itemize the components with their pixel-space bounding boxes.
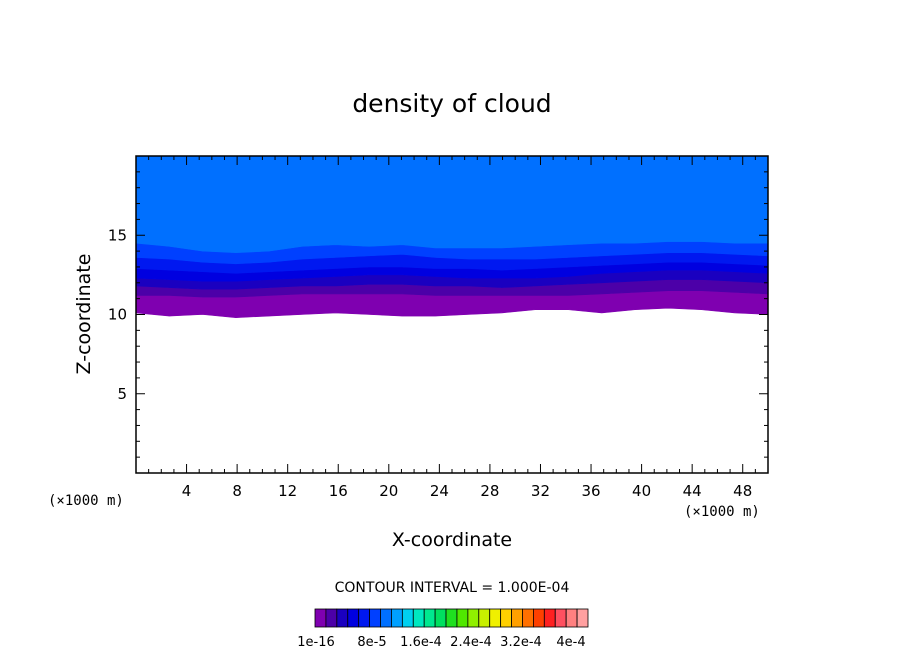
x-tick-label: 16 — [329, 482, 348, 500]
y-axis-label: Z-coordinate — [73, 254, 95, 375]
x-axis-label: X-coordinate — [392, 529, 512, 551]
colorbar-label: 1e-16 — [297, 635, 335, 650]
colorbar-swatch — [369, 608, 381, 628]
colorbar-swatch — [347, 608, 360, 628]
x-tick-label: 40 — [632, 482, 651, 500]
colorbar-swatch — [554, 608, 567, 628]
colorbar-swatch — [325, 608, 338, 628]
colorbar-swatch — [412, 608, 425, 628]
colorbar-swatch — [467, 608, 480, 628]
x-tick-label: 44 — [683, 482, 702, 500]
colorbar-label: 8e-5 — [357, 635, 386, 650]
colorbar-labels: 1e-16 8e-5 1.6e-4 2.4e-4 3.2e-4 4e-4 — [297, 635, 585, 650]
x-tick-label: 8 — [232, 482, 242, 500]
colorbar-swatch — [434, 608, 447, 628]
chart-title: density of cloud — [352, 89, 551, 118]
colorbar-swatch — [423, 608, 436, 628]
colorbar-swatch — [522, 608, 534, 628]
colorbar-swatch — [511, 608, 523, 628]
colorbar-swatch — [336, 608, 349, 628]
colorbar-swatch — [358, 608, 370, 628]
x-tick-label: 28 — [480, 482, 499, 500]
x-tick-label: 36 — [581, 482, 600, 500]
colorbar-swatch — [401, 608, 414, 628]
contour-bands — [136, 156, 768, 318]
x-unit-left: (×1000 m) — [48, 493, 124, 509]
colorbar-swatch — [391, 608, 403, 628]
x-tick-label: 32 — [531, 482, 550, 500]
colorbar-swatch — [500, 608, 512, 628]
colorbar-swatch — [445, 608, 458, 628]
colorbar-label: 2.4e-4 — [450, 635, 492, 650]
x-tick-label: 4 — [182, 482, 192, 500]
colorbar-swatch — [380, 608, 392, 628]
colorbar-label: 4e-4 — [556, 635, 585, 650]
y-tick-label: 10 — [108, 306, 127, 324]
x-tick-label: 48 — [733, 482, 752, 500]
y-tick-label: 5 — [117, 385, 127, 403]
colorbar-swatch — [314, 608, 327, 628]
x-tick-label: 24 — [430, 482, 449, 500]
colorbar-label: 3.2e-4 — [500, 635, 542, 650]
x-unit-right: (×1000 m) — [684, 504, 760, 520]
colorbar-swatch — [543, 608, 556, 628]
x-tick-label: 20 — [379, 482, 398, 500]
x-tick-label: 12 — [278, 482, 297, 500]
contour-interval-label: CONTOUR INTERVAL = 1.000E-04 — [335, 580, 570, 596]
colorbar-swatch — [565, 608, 578, 628]
y-tick-label: 15 — [108, 226, 127, 244]
colorbar-label: 1.6e-4 — [400, 635, 442, 650]
colorbar-swatch — [456, 608, 469, 628]
contour-band-6 — [136, 156, 768, 253]
colorbar — [314, 608, 589, 628]
colorbar-swatch — [533, 608, 545, 628]
colorbar-swatch — [478, 608, 491, 628]
colorbar-swatch — [576, 608, 589, 628]
colorbar-swatch — [489, 608, 502, 628]
